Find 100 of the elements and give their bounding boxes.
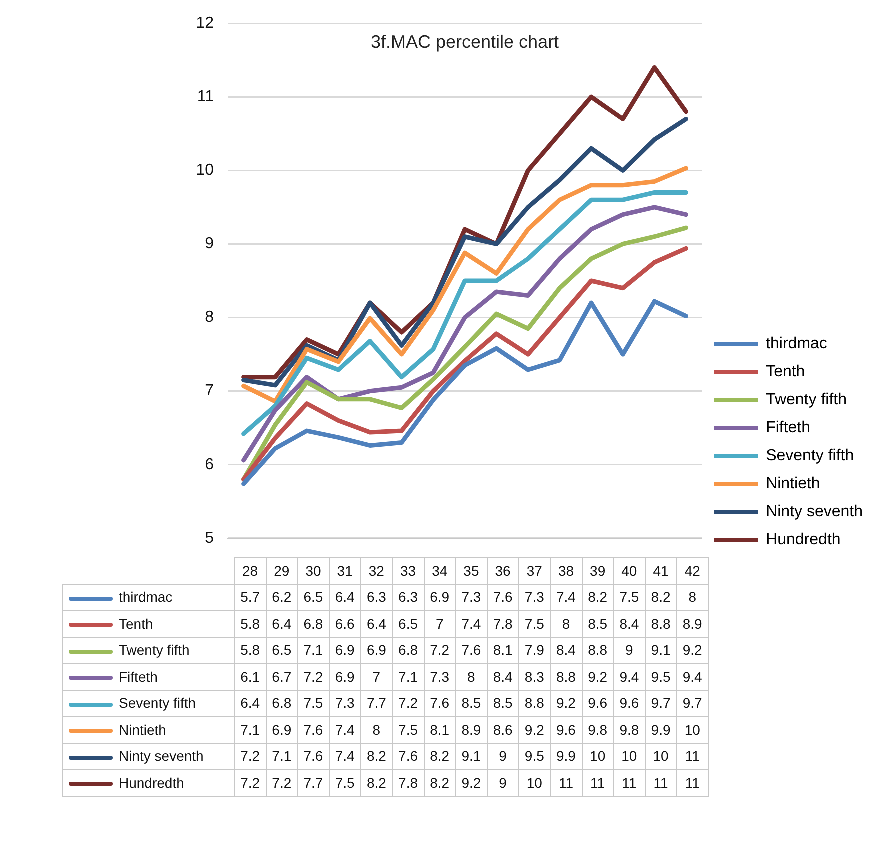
x-tick-label: 29	[266, 558, 298, 584]
data-label: 9	[487, 770, 519, 796]
data-label: 8.1	[424, 716, 456, 743]
data-label: 11	[614, 770, 646, 796]
data-label: 7.5	[329, 770, 361, 796]
data-label: 6.9	[266, 716, 298, 743]
data-label: 6.6	[329, 610, 361, 637]
x-tick-label: 38	[550, 558, 582, 584]
data-label: 8.8	[550, 664, 582, 690]
data-label: 9.2	[550, 690, 582, 716]
data-label: 7.5	[614, 584, 646, 610]
data-label: 7.4	[329, 716, 361, 743]
data-label: 6.3	[360, 584, 392, 610]
x-tick-label: 42	[676, 558, 708, 584]
data-label: 9.9	[550, 743, 582, 770]
data-label: 6.3	[392, 584, 424, 610]
data-label: 6.8	[392, 637, 424, 664]
text: Twenty fifth	[119, 642, 190, 658]
data-label: 9	[487, 743, 519, 770]
data-label: 7.4	[550, 584, 582, 610]
data-label: 7.9	[518, 637, 550, 664]
data-label: 10	[614, 743, 646, 770]
data-label: 7.3	[424, 664, 456, 690]
text: 3f.MAC percentile chart	[370, 32, 560, 53]
data-label: 9.8	[582, 716, 614, 743]
data-label: 8.4	[614, 610, 646, 637]
x-tick-label: 34	[424, 558, 456, 584]
y-tick-label: 7	[205, 382, 214, 400]
legend-label: Fifteth	[766, 419, 811, 436]
data-label: 6.5	[266, 637, 298, 664]
legend-label: Nintieth	[766, 475, 820, 492]
x-tick-label: 35	[456, 558, 488, 584]
data-label: 8.2	[424, 743, 456, 770]
data-label: 8.5	[487, 690, 519, 716]
legend-label: Seventy fifth	[766, 447, 854, 464]
data-label: 11	[676, 743, 708, 770]
data-label: 7.2	[234, 770, 266, 796]
y-tick-label: 12	[196, 15, 214, 32]
data-label: 7.5	[518, 610, 550, 637]
data-label: 8.2	[360, 770, 392, 796]
data-label: 7.6	[424, 690, 456, 716]
data-label: 6.7	[266, 664, 298, 690]
y-tick-label: 11	[197, 88, 214, 106]
data-label: 6.9	[360, 637, 392, 664]
data-label: 7.1	[234, 716, 266, 743]
data-label: 6.8	[266, 690, 298, 716]
data-label: 9.7	[645, 690, 677, 716]
y-tick-label: 6	[205, 456, 214, 474]
x-tick-label: 30	[298, 558, 330, 584]
y-tick-label: 10	[196, 162, 214, 180]
data-label: 8	[676, 584, 708, 610]
data-label: 7.4	[329, 743, 361, 770]
x-tick-label: 41	[645, 558, 677, 584]
data-label: 9.1	[456, 743, 488, 770]
data-label: 9.5	[518, 743, 550, 770]
legend-label: Tenth	[766, 363, 806, 380]
data-label: 9.9	[645, 716, 677, 743]
data-label: 8.2	[360, 743, 392, 770]
data-label: 6.9	[424, 584, 456, 610]
text: Ninty seventh	[119, 748, 204, 764]
data-label: 8	[456, 664, 488, 690]
data-label: 6.1	[234, 664, 266, 690]
data-label: 7.1	[266, 743, 298, 770]
x-tick-label: 37	[518, 558, 550, 584]
data-label: 8.8	[582, 637, 614, 664]
data-label: 7.6	[456, 637, 488, 664]
data-label: 7.2	[234, 743, 266, 770]
data-label: 8	[550, 610, 582, 637]
data-label: 5.7	[234, 584, 266, 610]
data-label: 7.1	[392, 664, 424, 690]
data-label: 6.8	[298, 610, 330, 637]
data-label: 11	[582, 770, 614, 796]
data-label: 9.4	[614, 664, 646, 690]
data-label: 7.3	[329, 690, 361, 716]
data-label: 7.6	[487, 584, 519, 610]
x-tick-label: 33	[392, 558, 424, 584]
data-label: 7.8	[392, 770, 424, 796]
data-label: 7.2	[424, 637, 456, 664]
data-label: 7.1	[298, 637, 330, 664]
data-label: 6.5	[392, 610, 424, 637]
data-label: 5.8	[234, 637, 266, 664]
data-label: 7	[424, 610, 456, 637]
legend-label: Ninty seventh	[766, 503, 863, 520]
data-label: 11	[645, 770, 677, 796]
data-label: 9.2	[582, 664, 614, 690]
data-label: 11	[550, 770, 582, 796]
data-label: 7.8	[487, 610, 519, 637]
legend-label: thirdmac	[766, 335, 828, 352]
data-label: 7.6	[392, 743, 424, 770]
data-label: 8.2	[582, 584, 614, 610]
data-label: 7.2	[266, 770, 298, 796]
data-label: 9.6	[614, 690, 646, 716]
data-label: 8.8	[645, 610, 677, 637]
data-label: 8.5	[582, 610, 614, 637]
data-label: 6.4	[266, 610, 298, 637]
data-label: 7.3	[456, 584, 488, 610]
data-label: 11	[676, 770, 708, 796]
data-label: 6.5	[298, 584, 330, 610]
data-label: 7	[360, 664, 392, 690]
text: Seventy fifth	[119, 695, 196, 712]
